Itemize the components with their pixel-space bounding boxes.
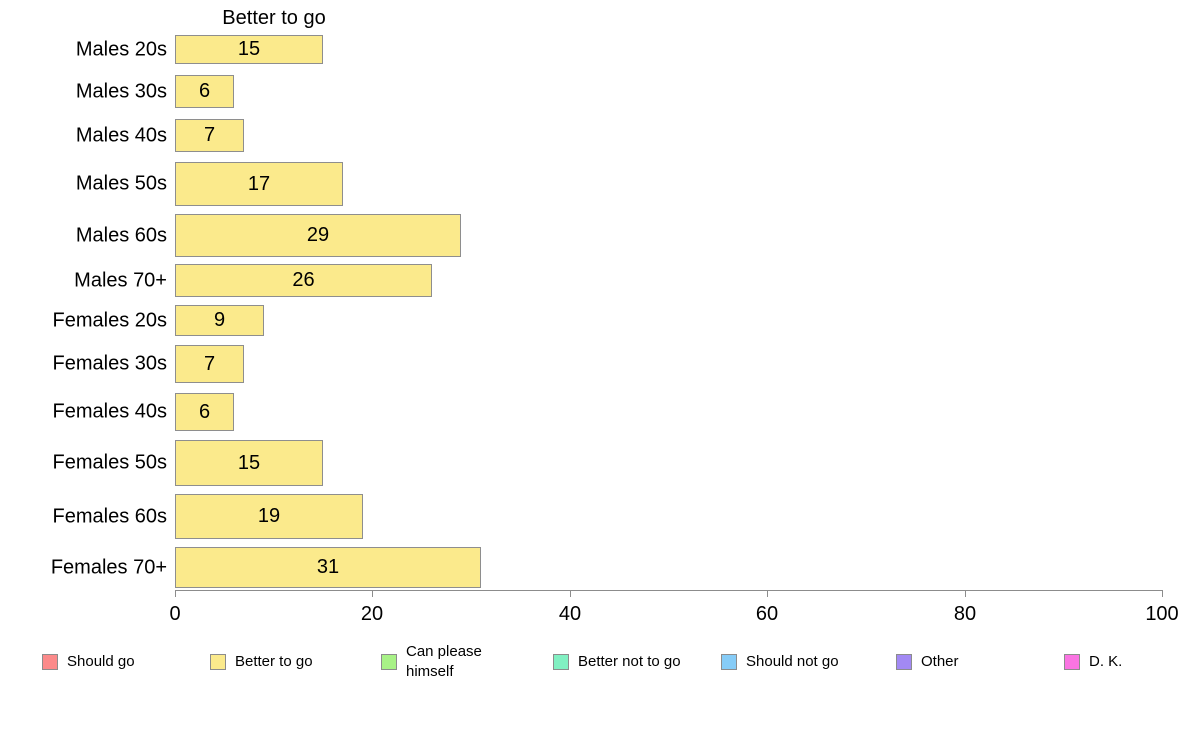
category-label: Males 60s bbox=[75, 224, 167, 246]
bar-value-label: 31 bbox=[316, 556, 340, 578]
x-axis-tick-label: 60 bbox=[755, 603, 779, 625]
category-label: Males 20s bbox=[75, 38, 167, 60]
legend-item: Better to go bbox=[210, 648, 313, 676]
bar: 6 bbox=[175, 393, 234, 431]
bar: 29 bbox=[175, 214, 461, 257]
bar-value-label: 26 bbox=[292, 269, 315, 291]
legend-label: D. K. bbox=[1089, 653, 1123, 670]
bar: 15 bbox=[175, 440, 323, 486]
legend-item: D. K. bbox=[1064, 648, 1122, 676]
x-axis-tick-label: 100 bbox=[1145, 603, 1179, 625]
legend-label: Better not to go bbox=[578, 653, 681, 670]
bar-value-label: 15 bbox=[237, 38, 261, 60]
bar: 17 bbox=[175, 162, 343, 206]
bar: 7 bbox=[175, 119, 244, 152]
category-label: Males 70+ bbox=[74, 269, 167, 291]
category-label: Females 60s bbox=[52, 505, 168, 527]
legend-swatch-icon bbox=[721, 654, 737, 670]
legend-item: Should not go bbox=[721, 648, 839, 676]
legend-swatch-icon bbox=[42, 654, 58, 670]
category-label: Females 20s bbox=[52, 309, 168, 331]
legend-item: Better not to go bbox=[553, 648, 681, 676]
x-axis-tick-label: 0 bbox=[169, 603, 181, 625]
legend-swatch-icon bbox=[896, 654, 912, 670]
bar: 9 bbox=[175, 305, 264, 336]
bar: 19 bbox=[175, 494, 363, 539]
x-axis-tick-label: 40 bbox=[558, 603, 582, 625]
bar: 31 bbox=[175, 547, 481, 588]
category-label: Females 30s bbox=[52, 352, 168, 375]
category-label: Females 40s bbox=[52, 400, 168, 423]
legend-item: Other bbox=[896, 648, 959, 676]
x-axis-tick-label: 80 bbox=[953, 603, 977, 625]
category-label: Females 70+ bbox=[50, 556, 167, 578]
bar-value-label: 29 bbox=[306, 224, 330, 246]
chart-title: Better to go bbox=[222, 7, 326, 29]
category-label: Males 40s bbox=[75, 124, 167, 146]
bar: 7 bbox=[175, 345, 244, 383]
x-axis-tick-mark bbox=[372, 591, 373, 597]
x-axis-tick-mark bbox=[175, 591, 176, 597]
bar-value-label: 6 bbox=[198, 400, 211, 423]
bar-value-label: 17 bbox=[247, 172, 271, 195]
legend-item: Can please himself bbox=[381, 643, 482, 680]
legend-swatch-icon bbox=[1064, 654, 1080, 670]
bar-value-label: 19 bbox=[257, 505, 281, 527]
x-axis-tick-mark bbox=[1162, 591, 1163, 597]
legend-swatch-icon bbox=[381, 654, 397, 670]
x-axis-tick-mark bbox=[767, 591, 768, 597]
bar: 26 bbox=[175, 264, 432, 297]
legend-swatch-icon bbox=[210, 654, 226, 670]
bar: 15 bbox=[175, 35, 323, 64]
legend-label: Other bbox=[921, 653, 959, 670]
x-axis-tick-mark bbox=[965, 591, 966, 597]
legend-swatch-icon bbox=[553, 654, 569, 670]
legend-item: Should go bbox=[42, 648, 135, 676]
bar-value-label: 15 bbox=[237, 451, 261, 474]
bar-value-label: 7 bbox=[203, 352, 216, 375]
legend-label: Should not go bbox=[746, 653, 839, 670]
x-axis-tick-mark bbox=[570, 591, 571, 597]
legend-label: Should go bbox=[67, 653, 135, 670]
category-label: Females 50s bbox=[52, 451, 168, 474]
legend-label: Can please himself bbox=[406, 643, 482, 680]
category-label: Males 50s bbox=[75, 172, 167, 195]
x-axis-line bbox=[175, 590, 1163, 591]
legend-label: Better to go bbox=[235, 653, 313, 670]
bar-value-label: 7 bbox=[203, 124, 216, 146]
bar: 6 bbox=[175, 75, 234, 108]
bar-value-label: 9 bbox=[213, 309, 226, 331]
bar-value-label: 6 bbox=[198, 80, 211, 102]
category-label: Males 30s bbox=[75, 80, 167, 102]
x-axis-tick-label: 20 bbox=[360, 603, 384, 625]
